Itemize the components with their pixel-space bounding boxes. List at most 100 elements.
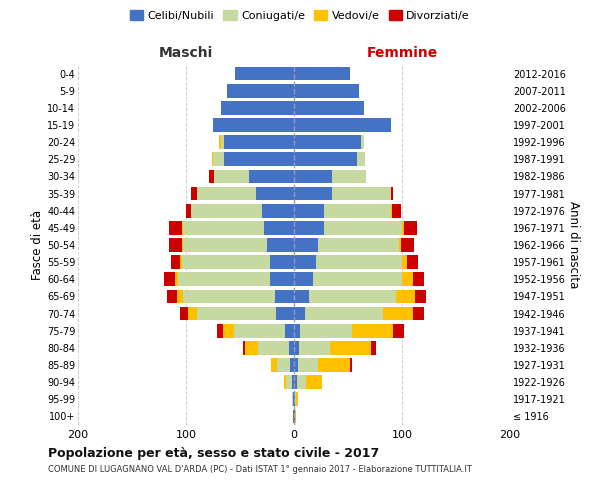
Bar bbox=[179, 256, 182, 269]
Bar bbox=[316, 256, 402, 269]
Bar bbox=[296, 392, 298, 406]
Legend: Celibi/Nubili, Coniugati/e, Vedovi/e, Divorziati/e: Celibi/Nubili, Coniugati/e, Vedovi/e, Di… bbox=[125, 6, 475, 25]
Bar bbox=[294, 358, 298, 372]
Bar bbox=[223, 324, 233, 338]
Bar bbox=[221, 136, 224, 149]
Bar bbox=[197, 186, 256, 200]
Bar bbox=[167, 290, 178, 304]
Bar bbox=[243, 341, 245, 354]
Bar bbox=[413, 306, 424, 320]
Bar bbox=[299, 341, 329, 354]
Bar bbox=[294, 306, 305, 320]
Bar bbox=[294, 170, 332, 183]
Bar bbox=[305, 306, 383, 320]
Bar bbox=[301, 324, 352, 338]
Bar bbox=[294, 324, 301, 338]
Bar bbox=[401, 238, 414, 252]
Bar bbox=[213, 118, 294, 132]
Bar bbox=[294, 392, 295, 406]
Bar bbox=[383, 306, 413, 320]
Bar bbox=[356, 152, 365, 166]
Bar bbox=[213, 152, 224, 166]
Bar bbox=[179, 306, 188, 320]
Bar bbox=[221, 101, 294, 114]
Bar bbox=[248, 170, 294, 183]
Bar bbox=[259, 341, 289, 354]
Bar bbox=[352, 324, 394, 338]
Bar bbox=[209, 170, 214, 183]
Bar bbox=[318, 358, 350, 372]
Bar bbox=[361, 136, 364, 149]
Bar bbox=[350, 358, 352, 372]
Bar bbox=[309, 290, 395, 304]
Bar bbox=[294, 221, 324, 234]
Text: COMUNE DI LUGAGNANO VAL D'ARDA (PC) - Dati ISTAT 1° gennaio 2017 - Elaborazione : COMUNE DI LUGAGNANO VAL D'ARDA (PC) - Da… bbox=[48, 466, 472, 474]
Bar bbox=[224, 136, 294, 149]
Bar bbox=[169, 221, 182, 234]
Bar bbox=[415, 290, 426, 304]
Bar bbox=[329, 341, 371, 354]
Bar bbox=[277, 358, 290, 372]
Bar bbox=[270, 256, 294, 269]
Y-axis label: Fasce di età: Fasce di età bbox=[31, 210, 44, 280]
Bar bbox=[294, 66, 350, 80]
Bar bbox=[178, 290, 183, 304]
Bar bbox=[164, 272, 175, 286]
Bar bbox=[371, 341, 376, 354]
Bar bbox=[297, 376, 306, 389]
Bar bbox=[217, 324, 223, 338]
Bar bbox=[402, 221, 404, 234]
Bar bbox=[183, 238, 267, 252]
Bar bbox=[175, 272, 178, 286]
Bar bbox=[324, 204, 391, 218]
Bar bbox=[294, 152, 356, 166]
Bar bbox=[186, 204, 191, 218]
Bar bbox=[324, 221, 402, 234]
Bar bbox=[391, 186, 394, 200]
Bar bbox=[169, 238, 182, 252]
Bar bbox=[188, 306, 197, 320]
Bar bbox=[395, 290, 415, 304]
Bar bbox=[264, 221, 294, 234]
Bar bbox=[413, 272, 424, 286]
Text: Popolazione per età, sesso e stato civile - 2017: Popolazione per età, sesso e stato civil… bbox=[48, 448, 379, 460]
Bar bbox=[286, 376, 292, 389]
Bar bbox=[292, 392, 293, 406]
Bar bbox=[182, 238, 183, 252]
Bar bbox=[394, 324, 404, 338]
Bar bbox=[191, 204, 262, 218]
Bar bbox=[212, 152, 213, 166]
Bar bbox=[295, 410, 296, 424]
Bar bbox=[245, 341, 259, 354]
Bar bbox=[294, 256, 316, 269]
Text: Femmine: Femmine bbox=[367, 46, 437, 60]
Bar bbox=[289, 341, 294, 354]
Bar bbox=[392, 204, 401, 218]
Bar bbox=[227, 84, 294, 98]
Bar bbox=[294, 186, 332, 200]
Bar bbox=[318, 238, 399, 252]
Bar bbox=[275, 290, 294, 304]
Bar bbox=[171, 256, 179, 269]
Bar bbox=[294, 410, 295, 424]
Bar bbox=[183, 290, 275, 304]
Bar bbox=[294, 204, 324, 218]
Bar bbox=[220, 136, 221, 149]
Bar bbox=[404, 221, 417, 234]
Bar bbox=[182, 256, 270, 269]
Bar bbox=[399, 238, 401, 252]
Bar bbox=[256, 186, 294, 200]
Bar bbox=[294, 136, 361, 149]
Bar bbox=[292, 376, 294, 389]
Bar bbox=[332, 186, 391, 200]
Bar bbox=[306, 376, 322, 389]
Bar bbox=[294, 290, 309, 304]
Bar bbox=[298, 358, 318, 372]
Bar bbox=[295, 392, 296, 406]
Bar bbox=[224, 152, 294, 166]
Bar bbox=[284, 376, 286, 389]
Bar bbox=[183, 221, 264, 234]
Bar bbox=[233, 324, 286, 338]
Bar bbox=[294, 118, 391, 132]
Bar bbox=[275, 306, 294, 320]
